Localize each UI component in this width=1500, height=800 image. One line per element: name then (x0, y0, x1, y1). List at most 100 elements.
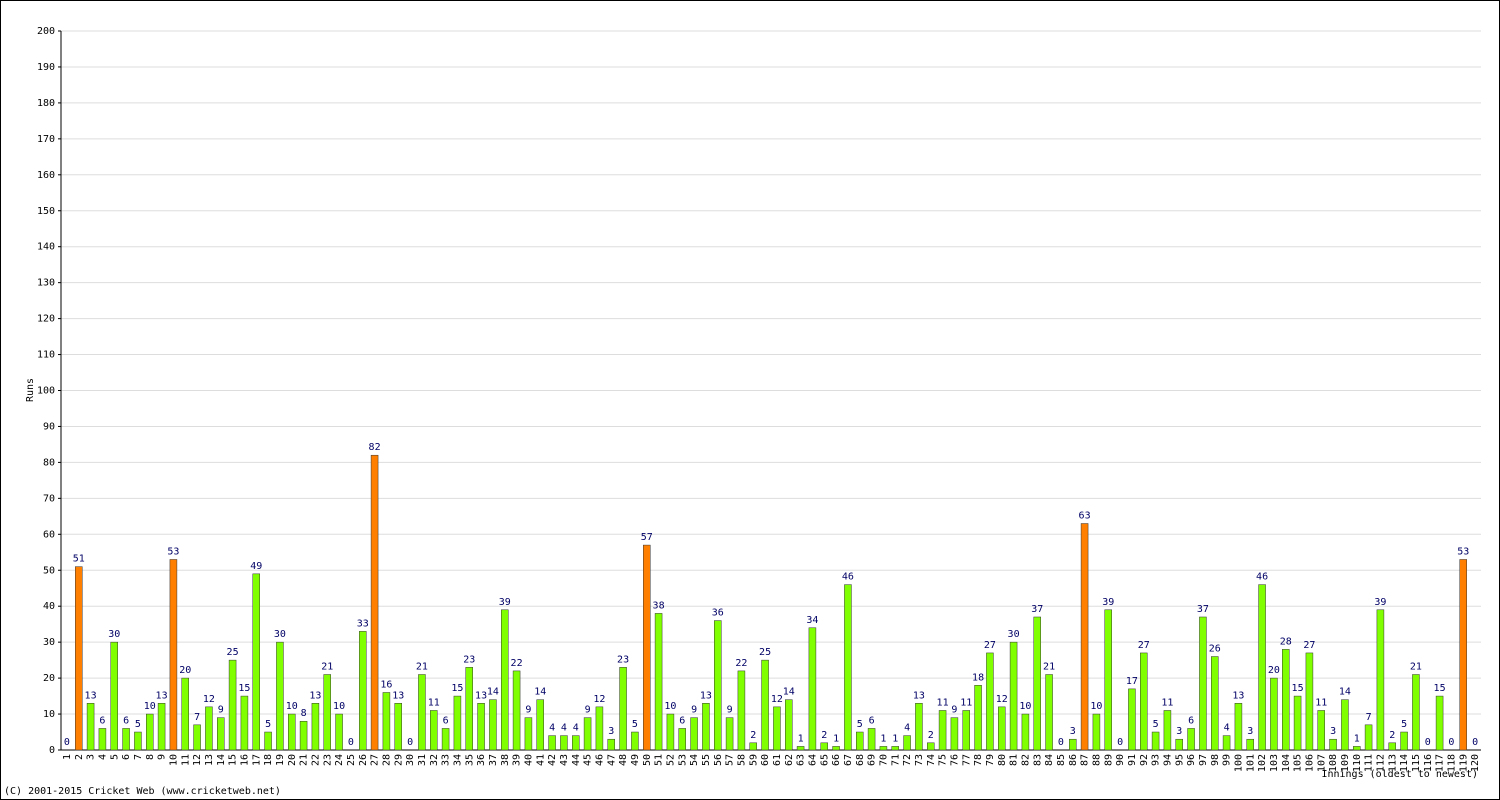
value-label: 12 (203, 694, 215, 705)
x-tick-label: 1 (62, 754, 73, 760)
y-tick-label: 60 (43, 529, 55, 540)
bar (501, 609, 509, 751)
value-label: 15 (238, 683, 250, 694)
bar (1388, 742, 1396, 751)
bar (453, 695, 462, 751)
value-label: 27 (984, 640, 996, 651)
value-label: 22 (735, 658, 747, 669)
bar (1163, 710, 1172, 751)
x-tick-label: 47 (606, 754, 617, 766)
x-tick-label: 87 (1080, 754, 1091, 766)
bar (1305, 652, 1314, 751)
value-label: 14 (783, 687, 795, 698)
bar (820, 742, 828, 751)
bar (832, 746, 840, 751)
x-tick-label: 120 (1470, 754, 1481, 772)
value-label: 15 (451, 683, 463, 694)
value-label: 0 (407, 737, 413, 748)
x-tick-label: 23 (322, 754, 333, 766)
bar (631, 731, 639, 751)
x-tick-label: 82 (1020, 754, 1031, 766)
x-tick-label: 33 (441, 754, 452, 766)
x-tick-label: 6 (121, 754, 132, 760)
value-label: 11 (428, 697, 440, 708)
x-tick-label: 95 (1174, 754, 1185, 766)
x-tick-label: 19 (275, 754, 286, 766)
value-label: 6 (443, 715, 449, 726)
x-tick-label: 65 (819, 754, 830, 766)
value-label: 26 (1209, 644, 1221, 655)
bar (489, 699, 497, 751)
bar (134, 731, 142, 751)
value-label: 1 (892, 733, 898, 744)
bar (122, 728, 130, 751)
value-label: 36 (712, 608, 724, 619)
bar (1092, 713, 1101, 751)
bar (359, 631, 367, 751)
x-tick-label: 66 (831, 754, 842, 766)
value-label: 9 (951, 705, 957, 716)
x-tick-label: 55 (701, 754, 712, 766)
bar (228, 659, 237, 751)
x-tick-label: 112 (1375, 754, 1386, 772)
x-tick-label: 3 (86, 754, 97, 760)
bar (844, 584, 852, 751)
value-label: 1 (880, 733, 886, 744)
x-tick-label: 70 (878, 754, 889, 766)
y-tick-label: 10 (43, 709, 55, 720)
bar (1140, 652, 1148, 751)
bar (1222, 735, 1231, 751)
value-label: 7 (194, 712, 200, 723)
value-label: 5 (1153, 719, 1159, 730)
bar (808, 627, 817, 751)
value-label: 13 (85, 690, 97, 701)
value-label: 39 (499, 597, 511, 608)
bar (1045, 674, 1053, 751)
value-label: 49 (250, 561, 262, 572)
value-label: 13 (1232, 690, 1244, 701)
x-tick-label: 9 (157, 754, 168, 760)
x-tick-label: 17 (251, 754, 262, 766)
value-label: 8 (301, 708, 307, 719)
value-label: 4 (549, 723, 555, 734)
x-tick-label: 35 (464, 754, 475, 766)
bar (796, 746, 805, 751)
x-tick-label: 88 (1091, 754, 1102, 766)
bar (382, 692, 391, 751)
x-tick-label: 68 (855, 754, 866, 766)
bar (418, 674, 426, 751)
bar (773, 706, 781, 751)
bar (205, 706, 213, 751)
x-tick-label: 100 (1233, 754, 1244, 772)
bar (927, 742, 935, 751)
x-tick-label: 28 (381, 754, 392, 766)
bar (1009, 641, 1018, 751)
value-label: 6 (869, 715, 875, 726)
x-tick-label: 108 (1328, 754, 1339, 772)
value-label: 12 (996, 694, 1008, 705)
bar (1187, 728, 1195, 751)
bar (583, 717, 592, 751)
x-tick-label: 80 (997, 754, 1008, 766)
value-label: 4 (904, 723, 910, 734)
bar (335, 713, 343, 751)
value-label: 6 (123, 715, 129, 726)
bar (702, 703, 710, 751)
value-label: 23 (617, 654, 629, 665)
value-label: 1 (1354, 733, 1360, 744)
value-label: 11 (1161, 697, 1173, 708)
value-label: 82 (369, 442, 381, 453)
x-tick-label: 67 (843, 754, 854, 766)
value-label: 28 (1280, 636, 1292, 647)
value-label: 46 (842, 572, 854, 583)
x-tick-label: 72 (902, 754, 913, 766)
value-label: 30 (274, 629, 286, 640)
x-tick-label: 97 (1198, 754, 1209, 766)
bar (86, 703, 95, 751)
x-tick-label: 29 (393, 754, 404, 766)
value-label: 12 (771, 694, 783, 705)
bar (1376, 609, 1385, 751)
bar (619, 667, 627, 751)
value-label: 0 (1117, 737, 1123, 748)
